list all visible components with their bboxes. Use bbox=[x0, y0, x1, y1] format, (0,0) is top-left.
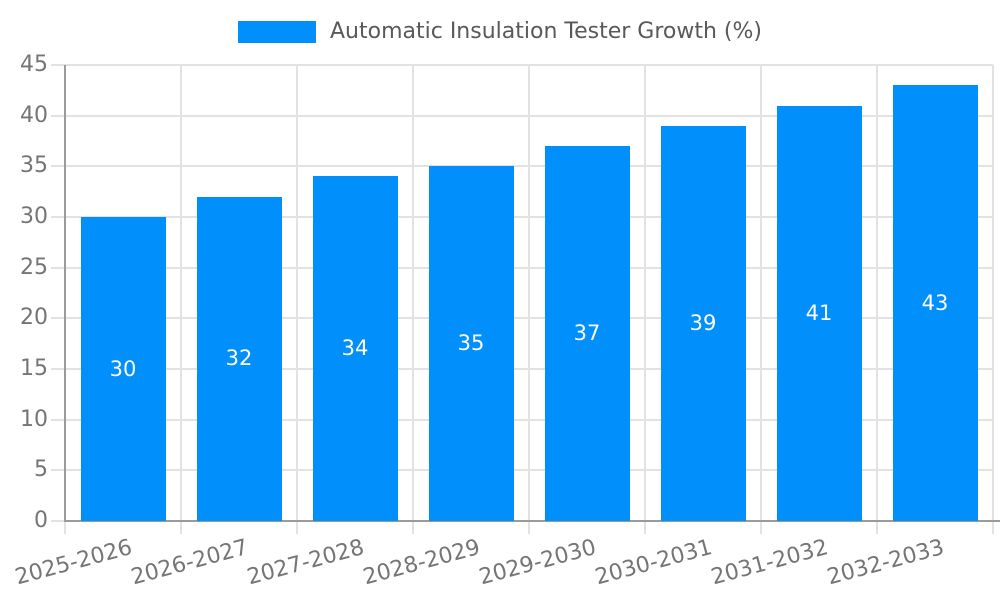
x-tick-label: 2027-2028 bbox=[244, 535, 367, 591]
x-gridline bbox=[876, 65, 878, 534]
x-tick-label: 2029-2030 bbox=[476, 535, 599, 591]
x-tick-label: 2026-2027 bbox=[128, 535, 251, 591]
y-gridline bbox=[51, 368, 993, 370]
bar-value-label: 41 bbox=[805, 300, 833, 325]
x-gridline bbox=[760, 65, 762, 534]
y-gridline bbox=[51, 418, 993, 421]
bar: 34 bbox=[312, 176, 398, 521]
y-tick-label: 0 bbox=[34, 508, 48, 533]
bar-value-label: 32 bbox=[225, 346, 253, 371]
bar-value-label: 30 bbox=[109, 356, 137, 381]
x-tick-label: 2031-2032 bbox=[708, 535, 831, 591]
bar-value-label: 39 bbox=[689, 310, 717, 335]
bar-value-label: 37 bbox=[573, 321, 601, 346]
bar: 37 bbox=[544, 146, 630, 521]
y-gridline bbox=[51, 216, 993, 218]
y-gridline bbox=[51, 165, 993, 168]
bar: 35 bbox=[428, 166, 514, 521]
y-axis-line bbox=[64, 65, 66, 521]
x-gridline bbox=[180, 65, 182, 534]
x-gridline bbox=[412, 65, 414, 534]
y-tick-label: 25 bbox=[20, 254, 48, 280]
bar: 39 bbox=[660, 125, 746, 521]
bar-value-label: 35 bbox=[457, 331, 485, 356]
x-axis-line bbox=[64, 520, 1000, 522]
y-tick-label: 30 bbox=[20, 204, 48, 229]
x-tick-label: 2030-2031 bbox=[592, 535, 715, 591]
legend-label: Automatic Insulation Tester Growth (%) bbox=[330, 19, 762, 44]
y-gridline bbox=[51, 64, 993, 66]
x-gridline bbox=[644, 65, 646, 534]
x-gridline bbox=[528, 65, 530, 534]
y-gridline bbox=[51, 114, 993, 117]
y-gridline bbox=[51, 266, 993, 269]
x-gridline bbox=[296, 65, 298, 534]
bar: 30 bbox=[80, 217, 166, 521]
x-tick-label: 2025-2026 bbox=[12, 535, 135, 591]
y-tick-label: 45 bbox=[20, 52, 48, 77]
x-tick-label: 2028-2029 bbox=[360, 535, 483, 591]
y-tick-label: 15 bbox=[20, 356, 48, 381]
chart-legend: Automatic Insulation Tester Growth (%) bbox=[0, 19, 1000, 44]
y-gridline bbox=[51, 317, 993, 320]
bar-value-label: 43 bbox=[921, 290, 949, 315]
x-gridline bbox=[992, 65, 994, 534]
bar: 32 bbox=[196, 196, 282, 521]
bar: 41 bbox=[776, 105, 862, 521]
legend-swatch bbox=[238, 20, 316, 43]
bar: 43 bbox=[892, 85, 978, 521]
y-tick-label: 5 bbox=[34, 457, 48, 483]
y-tick-label: 20 bbox=[20, 305, 48, 331]
bar-value-label: 34 bbox=[341, 336, 369, 361]
x-tick-label: 2032-2033 bbox=[824, 535, 947, 591]
y-gridline bbox=[51, 469, 993, 472]
y-tick-label: 40 bbox=[20, 102, 48, 128]
y-tick-label: 10 bbox=[20, 406, 48, 432]
y-tick-label: 35 bbox=[20, 153, 48, 179]
